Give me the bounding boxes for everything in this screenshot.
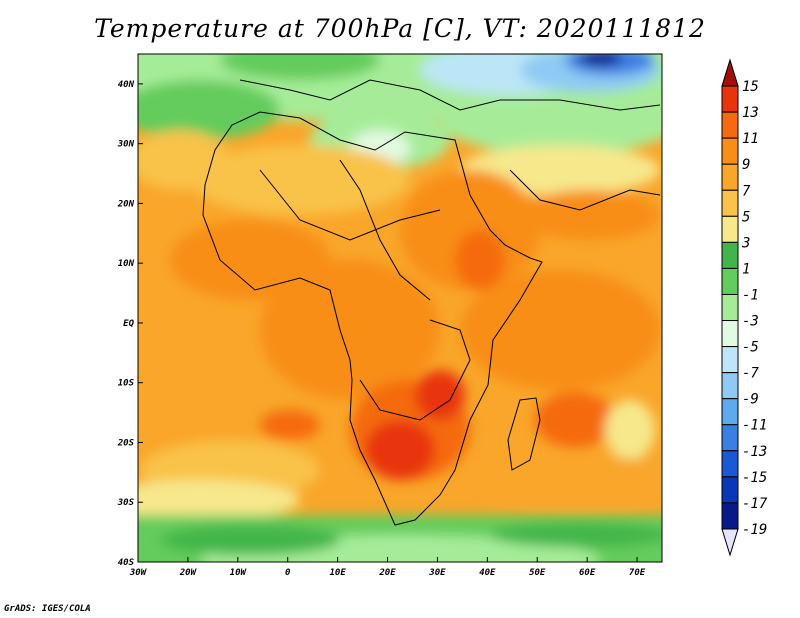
y-tick-label: 30N	[117, 140, 135, 150]
x-tick-label: 20W	[179, 568, 198, 578]
y-tick-label: 10S	[118, 379, 135, 389]
temperature-field	[138, 54, 662, 562]
grads-credit: GrADS: IGES/COLA	[4, 604, 91, 614]
x-tick-label: 30E	[428, 568, 446, 578]
colorbar-label: -19	[742, 522, 767, 538]
colorbar-label: -15	[742, 470, 767, 486]
colorbar-swatch	[721, 189, 739, 217]
colorbar-swatch	[721, 320, 739, 348]
y-tick-label: 40S	[118, 558, 135, 568]
colorbar-label: 5	[742, 209, 750, 225]
colorbar-swatch	[721, 424, 739, 452]
x-tick-label: 40E	[479, 568, 496, 578]
x-tick-label: 20E	[378, 568, 396, 578]
colorbar-label: -9	[742, 392, 759, 408]
colorbar-label: -3	[742, 314, 759, 330]
plot-frame	[137, 53, 663, 563]
x-tick-label: 50E	[529, 568, 546, 578]
x-tick-label: 10E	[329, 568, 346, 578]
x-tick-label: 30W	[129, 568, 148, 578]
y-axis-labels: 40N 30N 20N 10N EQ 10S 20S 30S 40S	[117, 80, 135, 568]
y-tick-label: 10N	[118, 259, 135, 269]
colorbar-swatch	[721, 241, 739, 269]
colorbar-label: -17	[742, 496, 768, 512]
x-tick-label: 70E	[629, 568, 646, 578]
colorbar-label: 11	[742, 131, 759, 147]
colorbar-swatch	[721, 528, 739, 557]
colorbar-label: 15	[742, 79, 759, 95]
colorbar-label: 1	[742, 261, 750, 277]
colorbar-swatch	[721, 502, 739, 530]
x-tick-label: 0	[285, 568, 291, 578]
colorbar-label: 13	[742, 105, 759, 121]
colorbar-swatch	[721, 372, 739, 400]
y-tick-label: 40N	[118, 80, 135, 90]
colorbar-label: -1	[742, 287, 759, 303]
colorbar-swatch	[721, 476, 739, 504]
coastlines	[202, 79, 661, 526]
colorbar-swatch	[721, 293, 739, 322]
y-tick-label: 30S	[117, 498, 135, 508]
colorbar-label: 7	[742, 183, 751, 199]
y-tick-label: 20S	[117, 438, 135, 448]
colorbar-swatch	[721, 398, 739, 426]
x-axis-labels: 30W 20W 10W 0 10E 20E 30E 40E 50E 60E 70E	[129, 568, 646, 578]
colorbar-swatch	[721, 346, 739, 374]
colorbar-swatch	[721, 58, 739, 87]
colorbar: 15 13 11 9 7 5 3 1 -1 -3 -5 -7 -9 -11 -13 -15 -17 -19	[721, 58, 768, 557]
colorbar-swatch	[721, 450, 739, 478]
colorbar-swatch	[721, 111, 739, 139]
y-tick-label: EQ	[123, 319, 134, 329]
colorbar-swatch	[721, 163, 739, 191]
colorbar-label: 9	[742, 157, 750, 173]
colorbar-swatch	[721, 85, 739, 113]
colorbar-label: -5	[742, 340, 759, 356]
colorbar-swatch	[721, 267, 739, 295]
colorbar-label: -7	[742, 366, 759, 382]
colorbar-label: -13	[742, 444, 767, 460]
x-tick-label: 60E	[579, 568, 596, 578]
colorbar-swatch	[721, 137, 739, 165]
colorbar-label: -11	[742, 418, 767, 434]
x-tick-label: 10W	[230, 568, 248, 578]
colorbar-swatch	[721, 215, 739, 243]
axis-ticks	[137, 83, 638, 563]
page-title: Temperature at 700hPa [C], VT: 202011181…	[94, 14, 706, 43]
y-tick-label: 20N	[117, 199, 135, 209]
colorbar-label: 3	[741, 235, 750, 251]
